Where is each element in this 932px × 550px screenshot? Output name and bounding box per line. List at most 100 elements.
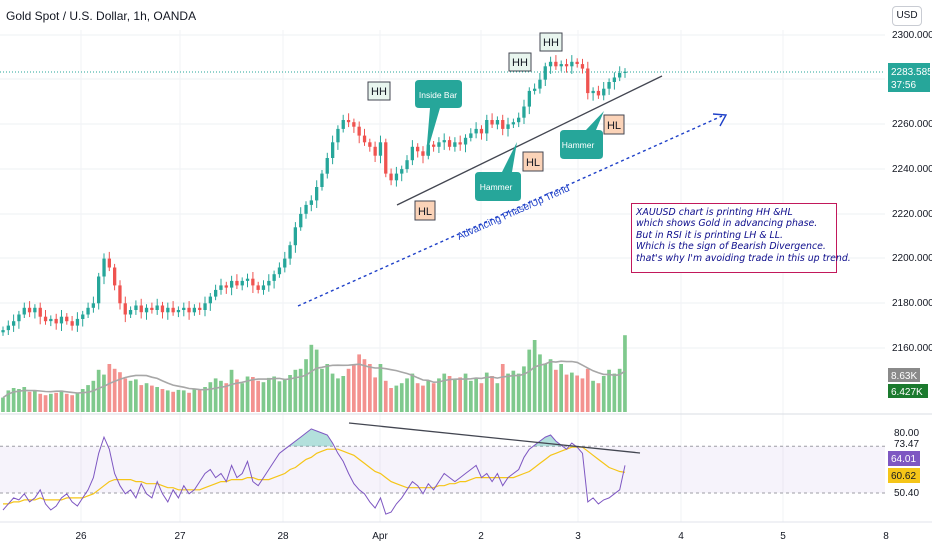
hl-label[interactable]: HL (414, 200, 436, 221)
price-tick: 2200.000 (892, 253, 932, 264)
candle-body (70, 321, 74, 326)
volume-bar (203, 387, 207, 412)
candle-body (373, 146, 377, 156)
candle-body (277, 267, 282, 275)
volume-bar (415, 383, 420, 412)
price-axis[interactable]: 2300.000 2260.000 2240.000 2220.000 2200… (892, 30, 932, 354)
candle-body (198, 307, 202, 310)
volume-ma-line (2, 360, 626, 399)
candle-body (245, 278, 250, 281)
candle-body (570, 61, 574, 67)
candle-body (559, 64, 563, 67)
note-line: XAUUSD chart is printing HH &HL (636, 207, 793, 218)
volume-bar (123, 378, 128, 412)
hl-label[interactable]: HL (522, 151, 544, 172)
volume-bar (181, 390, 186, 412)
candle-body (107, 258, 111, 268)
hh-label[interactable]: HH (508, 52, 532, 72)
volume-bar (325, 364, 330, 412)
volume-bar (394, 385, 399, 412)
candle-body (474, 128, 478, 134)
candle-body (368, 142, 372, 147)
candle-body (586, 68, 590, 94)
price-tick: 2240.000 (892, 164, 932, 175)
time-tick: 5 (780, 531, 786, 542)
hh-label[interactable]: HH (539, 32, 563, 52)
candle-body (192, 307, 196, 313)
volume-bar (548, 359, 553, 412)
time-tick: 28 (277, 531, 289, 542)
volume-bar (22, 387, 27, 412)
rsi-tick: 80.00 (894, 428, 919, 439)
volume-bar (11, 388, 16, 412)
volume-bar (575, 375, 579, 412)
rsi-axis[interactable]: 80.00 73.47 50.40 (894, 428, 919, 499)
candle-body (214, 289, 218, 297)
price-tick: 2160.000 (892, 343, 932, 354)
svg-text:HH: HH (512, 57, 528, 69)
analysis-note: XAUUSD chart is printing HH &HL which sh… (631, 203, 851, 273)
candle-body (235, 280, 239, 286)
volume-bar (314, 349, 319, 412)
candle-body (187, 307, 191, 313)
volume-bar (17, 389, 21, 412)
candle-body (208, 296, 212, 304)
candle-body (538, 79, 542, 89)
candle-body (517, 117, 521, 123)
support-trendline[interactable] (396, 75, 663, 206)
note-line: that's why I'm avoiding trade in this up… (636, 252, 851, 264)
inside-bar-callout[interactable]: Inside Bar (415, 80, 462, 156)
candle-body (447, 140, 452, 147)
volume-bar (570, 372, 574, 412)
time-tick: 2 (478, 531, 484, 542)
candle-body (283, 258, 287, 268)
candle-body (33, 307, 37, 313)
candle-body (219, 285, 223, 290)
volume-bar (559, 364, 563, 412)
candle-body (442, 140, 446, 143)
candle-body (288, 245, 292, 259)
volume-bar (490, 376, 494, 412)
volume-bar (256, 380, 260, 412)
volume-bar (410, 373, 415, 412)
hh-label[interactable]: HH (367, 81, 391, 101)
candle-body (128, 310, 133, 315)
time-tick: 26 (75, 531, 87, 542)
volume-bar (309, 344, 314, 412)
volume-bar (516, 373, 521, 412)
volume-bar (623, 335, 627, 412)
volume-bar (240, 383, 245, 412)
svg-text:HL: HL (418, 206, 432, 218)
candle-body (22, 307, 26, 315)
candle-body (416, 146, 420, 152)
currency-button[interactable]: USD (892, 6, 922, 26)
hammer-callout[interactable]: Hammer (475, 142, 521, 201)
hl-label[interactable]: HL (603, 114, 625, 135)
volume-bar (389, 388, 393, 412)
volume-bar (399, 383, 404, 412)
rsi-divergence-line[interactable] (348, 422, 641, 454)
volume-bar (96, 369, 101, 412)
candle-body (43, 316, 48, 322)
volume-bar (251, 377, 255, 412)
candle-body (389, 173, 393, 181)
volume-bar (596, 383, 601, 412)
candle-body (293, 227, 297, 246)
candle-body (203, 303, 207, 310)
candle-body (458, 142, 462, 145)
time-axis[interactable]: 26 27 28 Apr 2 3 4 5 8 (75, 531, 889, 542)
volume-bar (368, 364, 372, 412)
volume-bar (75, 392, 80, 412)
candle-body (102, 258, 106, 277)
volume-bar (245, 376, 250, 412)
volume-bar (500, 364, 505, 412)
price-tick: 2260.000 (892, 119, 932, 130)
volume-histogram (1, 335, 627, 412)
candle-body (612, 77, 616, 82)
candle-body (81, 314, 85, 319)
hammer-callout[interactable]: Hammer (560, 111, 604, 159)
volume-bar (86, 385, 90, 412)
note-line: Which is the sign of Bearish Divergence. (636, 241, 826, 253)
candle-body (139, 305, 143, 313)
